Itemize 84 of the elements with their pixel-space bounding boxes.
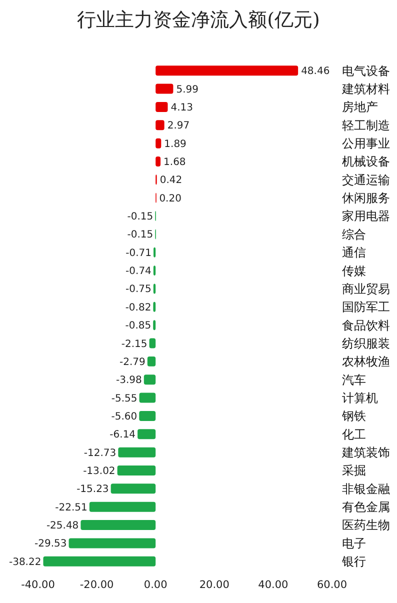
bar bbox=[156, 84, 174, 94]
bar bbox=[138, 429, 156, 440]
bar bbox=[139, 392, 156, 403]
bar bbox=[156, 66, 298, 76]
data-label: -5.55 bbox=[111, 393, 138, 404]
y-tick-label: 交通运输 bbox=[342, 172, 390, 187]
x-tick-label: 60.00 bbox=[316, 579, 348, 591]
x-tick-label: 0.00 bbox=[144, 579, 168, 591]
y-tick-label: 轻工制造 bbox=[342, 118, 390, 132]
data-label: -0.74 bbox=[126, 266, 152, 278]
y-tick-label: 汽车 bbox=[342, 372, 366, 387]
y-tick-label: 纺织服装 bbox=[342, 336, 390, 350]
y-tick-label: 电子 bbox=[342, 536, 366, 550]
bar bbox=[43, 556, 156, 566]
data-label: 5.99 bbox=[176, 84, 198, 96]
y-tick-label: 公用事业 bbox=[342, 136, 390, 151]
y-tick-label: 综合 bbox=[342, 227, 366, 242]
y-tick-label: 采掘 bbox=[342, 464, 366, 478]
y-tick-label: 休闲服务 bbox=[342, 191, 390, 206]
bar bbox=[156, 102, 168, 112]
data-label: 0.42 bbox=[160, 175, 182, 186]
y-tick-label: 传媒 bbox=[342, 264, 366, 278]
data-label: -2.15 bbox=[121, 338, 148, 350]
bar bbox=[80, 520, 156, 530]
chart-title: 行业主力资金净流入额(亿元) bbox=[77, 9, 320, 31]
data-label: -29.53 bbox=[34, 538, 67, 550]
data-label: -3.98 bbox=[116, 375, 142, 386]
data-label: -0.71 bbox=[126, 248, 152, 259]
y-tick-label: 农林牧渔 bbox=[342, 354, 390, 369]
data-label: -12.73 bbox=[84, 448, 116, 459]
bar bbox=[117, 465, 156, 476]
y-tick-label: 电气设备 bbox=[342, 64, 390, 78]
data-label: -0.82 bbox=[125, 302, 152, 314]
data-label: -0.15 bbox=[127, 230, 154, 241]
data-label: -6.14 bbox=[110, 430, 136, 441]
bar bbox=[139, 410, 156, 421]
y-tick-label: 机械设备 bbox=[342, 154, 390, 169]
data-label: -0.85 bbox=[125, 320, 152, 332]
y-tick-label: 家用电器 bbox=[342, 209, 390, 224]
data-label: 1.89 bbox=[164, 138, 186, 150]
y-tick-label: 房地产 bbox=[342, 100, 378, 114]
data-label: -38.22 bbox=[8, 556, 42, 568]
data-label: -15.23 bbox=[76, 484, 109, 496]
y-tick-label: 计算机 bbox=[342, 390, 378, 405]
bar bbox=[89, 502, 156, 512]
bar bbox=[153, 302, 156, 312]
y-tick-label: 建筑装饰 bbox=[341, 446, 390, 460]
bar bbox=[153, 320, 156, 330]
data-label: -13.02 bbox=[83, 466, 116, 477]
y-tick-label: 化工 bbox=[342, 427, 366, 442]
y-tick-label: 国防军工 bbox=[342, 300, 390, 314]
y-tick-label: 银行 bbox=[341, 554, 366, 569]
y-tick-label: 通信 bbox=[342, 246, 366, 260]
y-tick-label: 建筑材料 bbox=[341, 82, 390, 96]
data-label: -2.79 bbox=[120, 356, 146, 368]
data-label: 0.20 bbox=[159, 193, 182, 204]
x-tick-label: 20.00 bbox=[199, 579, 230, 591]
bar bbox=[110, 484, 156, 494]
data-label: -5.60 bbox=[111, 411, 138, 422]
bar bbox=[156, 156, 161, 167]
data-label: -25.48 bbox=[46, 520, 79, 532]
bar bbox=[68, 538, 156, 548]
bar bbox=[147, 356, 156, 366]
y-tick-label: 商业贸易 bbox=[342, 282, 390, 296]
bar bbox=[144, 374, 156, 385]
data-label: 2.97 bbox=[167, 120, 190, 132]
y-tick-label: 非银金融 bbox=[342, 482, 390, 496]
data-label: -22.51 bbox=[55, 502, 88, 514]
bar bbox=[156, 138, 162, 148]
y-tick-label: 钢铁 bbox=[341, 409, 366, 424]
y-tick-label: 医药生物 bbox=[342, 518, 390, 532]
y-tick-label: 食品饮料 bbox=[342, 318, 390, 332]
data-label: 4.13 bbox=[170, 102, 194, 114]
bar bbox=[118, 447, 156, 458]
bar bbox=[156, 120, 164, 130]
data-label: 1.68 bbox=[164, 157, 186, 168]
x-tick-label: -20.00 bbox=[80, 579, 114, 591]
bar bbox=[149, 338, 156, 348]
y-tick-label: 有色金属 bbox=[342, 500, 390, 514]
x-tick-label: -40.00 bbox=[21, 579, 55, 591]
data-label: -0.75 bbox=[126, 284, 152, 296]
data-label: 48.46 bbox=[301, 66, 330, 78]
data-label: -0.15 bbox=[127, 212, 154, 223]
x-tick-label: 40.00 bbox=[258, 579, 288, 591]
